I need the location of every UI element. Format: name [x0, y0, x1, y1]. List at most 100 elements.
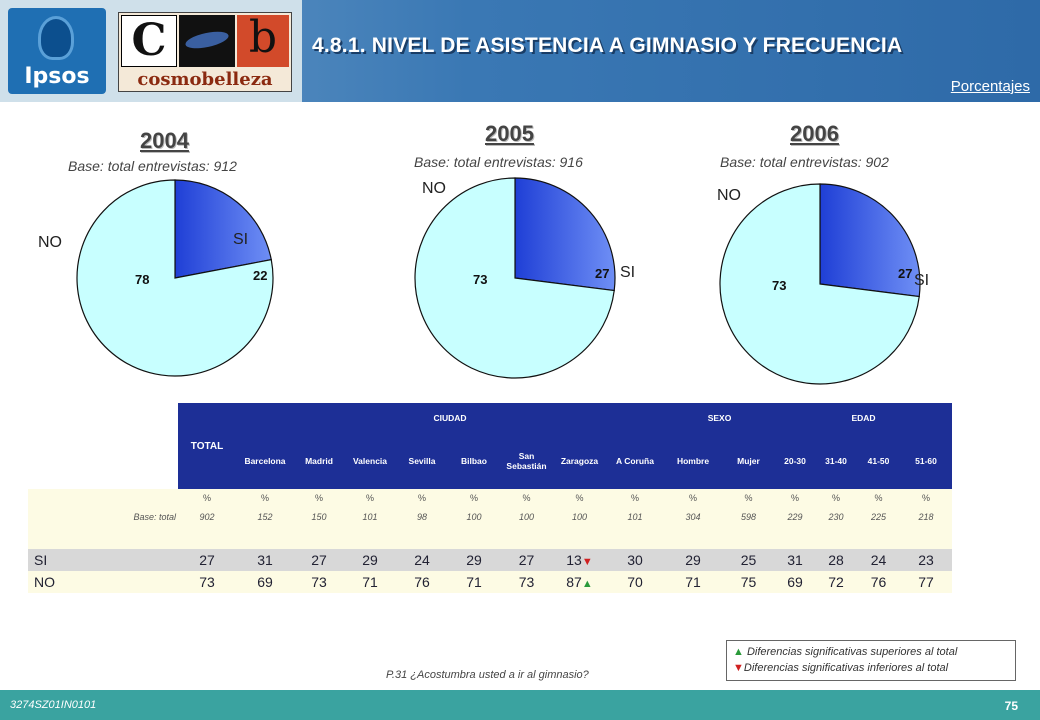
data-cell: 27 — [178, 549, 236, 571]
data-cell-value: 71 — [362, 574, 378, 590]
triangle-up-icon: ▲ — [733, 646, 744, 658]
spacer-cell — [900, 527, 952, 549]
data-cell-value: 29 — [362, 552, 378, 568]
question-text: P.31 ¿Acostumbra usted a ir al gimnasio? — [386, 669, 589, 681]
data-cell: 77 — [900, 571, 952, 593]
data-cell: 73 — [294, 571, 344, 593]
pie-2006-si-name: SI — [914, 272, 930, 289]
legend-down-text: Diferencias significativas inferiores al… — [743, 662, 949, 674]
pct-cell: % — [448, 489, 500, 507]
cb-logo-c: C — [121, 15, 177, 67]
data-cell: 30 — [606, 549, 664, 571]
data-cell-value: 70 — [627, 574, 643, 590]
data-cell-value: 69 — [257, 574, 273, 590]
data-cell-value: 31 — [257, 552, 273, 568]
table-header-ciudad: CIUDAD — [236, 403, 664, 433]
spacer-cell — [553, 527, 606, 549]
triangle-up-icon: ▲ — [581, 578, 593, 590]
ipsos-logo-text: Ipsos — [24, 64, 90, 89]
data-cell-value: 27 — [311, 552, 327, 568]
table-col-header: Valencia — [344, 433, 396, 489]
data-cell-value: 77 — [918, 574, 934, 590]
data-cell-value: 28 — [828, 552, 844, 568]
cb-logo-image — [179, 15, 235, 67]
pie-charts: 78 22 73 27 73 27 — [76, 177, 921, 385]
base-cell: 225 — [857, 507, 900, 527]
data-cell: 23 — [900, 549, 952, 571]
data-cell-value: 75 — [740, 574, 757, 590]
data-cell-value: 76 — [870, 574, 887, 590]
data-cell: 76 — [857, 571, 900, 593]
data-cell-value: 24 — [870, 552, 887, 568]
pie-2004-value-no: 78 — [135, 272, 149, 287]
base-cell: 218 — [900, 507, 952, 527]
data-cell-value: 72 — [828, 574, 844, 590]
cb-logo-b: b — [237, 15, 289, 67]
pie-2004-value-si: 22 — [253, 268, 267, 283]
data-cell-value: 73 — [311, 574, 327, 590]
data-cell-value: 25 — [740, 552, 757, 568]
footer-bar: 3274SZ01IN0101 75 — [0, 690, 1040, 720]
data-cell-value: 76 — [414, 574, 430, 590]
spacer-cell — [722, 527, 775, 549]
spacer-cell — [28, 527, 178, 549]
spacer-cell — [500, 527, 553, 549]
pct-cell: % — [815, 489, 857, 507]
significance-legend: ▲ Diferencias significativas superiores … — [726, 640, 1016, 681]
spacer-cell — [236, 527, 294, 549]
page-number: 75 — [1004, 699, 1018, 713]
data-cell: 73 — [178, 571, 236, 593]
pct-cell: % — [396, 489, 448, 507]
table-header-sexo: SEXO — [664, 403, 775, 433]
base-cell: 598 — [722, 507, 775, 527]
spacer-cell — [606, 527, 664, 549]
table-col-header: 20-30 — [775, 433, 815, 489]
data-cell-value: 13 — [566, 552, 582, 568]
data-cell-value: 27 — [518, 552, 535, 568]
base-cell: 230 — [815, 507, 857, 527]
base-cell: 100 — [448, 507, 500, 527]
pct-row-label — [28, 489, 178, 507]
legend-up: ▲ Diferencias significativas superiores … — [733, 644, 1009, 660]
spacer-cell — [396, 527, 448, 549]
table-col-header: Mujer — [722, 433, 775, 489]
ipsos-logo: Ipsos — [8, 8, 106, 94]
data-cell: 71 — [664, 571, 722, 593]
data-cell: 29 — [664, 549, 722, 571]
data-cell-value: 71 — [466, 574, 482, 590]
pct-cell: % — [664, 489, 722, 507]
table-col-header: 31-40 — [815, 433, 857, 489]
table-col-header: Zaragoza — [553, 433, 606, 489]
table-col-header: A Coruña — [606, 433, 664, 489]
table-col-header: Hombre — [664, 433, 722, 489]
base-cell: 101 — [606, 507, 664, 527]
data-cell: 87▲ — [553, 571, 606, 593]
pie-2004-slice-si — [174, 179, 272, 279]
spacer-cell — [294, 527, 344, 549]
pie-2005-value-si: 27 — [595, 266, 609, 281]
data-cell-value: 23 — [918, 552, 934, 568]
data-cell: 13▼ — [553, 549, 606, 571]
data-cell-value: 69 — [787, 574, 803, 590]
pie-2004-slice-no — [76, 179, 274, 377]
cb-logo-name: cosmobelleza — [137, 69, 273, 90]
base-row-label: Base: total — [28, 507, 178, 527]
data-cell-value: 24 — [414, 552, 430, 568]
data-cell: 71 — [344, 571, 396, 593]
data-cell: 72 — [815, 571, 857, 593]
pct-cell: % — [900, 489, 952, 507]
data-cell: 29 — [344, 549, 396, 571]
row-label: SI — [28, 549, 178, 571]
pct-cell: % — [857, 489, 900, 507]
chart-base-2004: Base: total entrevistas: 912 — [68, 158, 237, 174]
data-cell-value: 29 — [466, 552, 482, 568]
spacer-cell — [178, 527, 236, 549]
data-cell: 27 — [500, 549, 553, 571]
table-corner — [28, 403, 178, 489]
pie-2004-si-name: SI — [233, 231, 249, 248]
cosmobelleza-logo: C b cosmobelleza — [118, 12, 292, 92]
pct-cell: % — [606, 489, 664, 507]
unit-label: Porcentajes — [950, 78, 1030, 95]
table-col-header: San Sebastián — [500, 433, 553, 489]
pie-2005-slice-no — [414, 177, 615, 379]
